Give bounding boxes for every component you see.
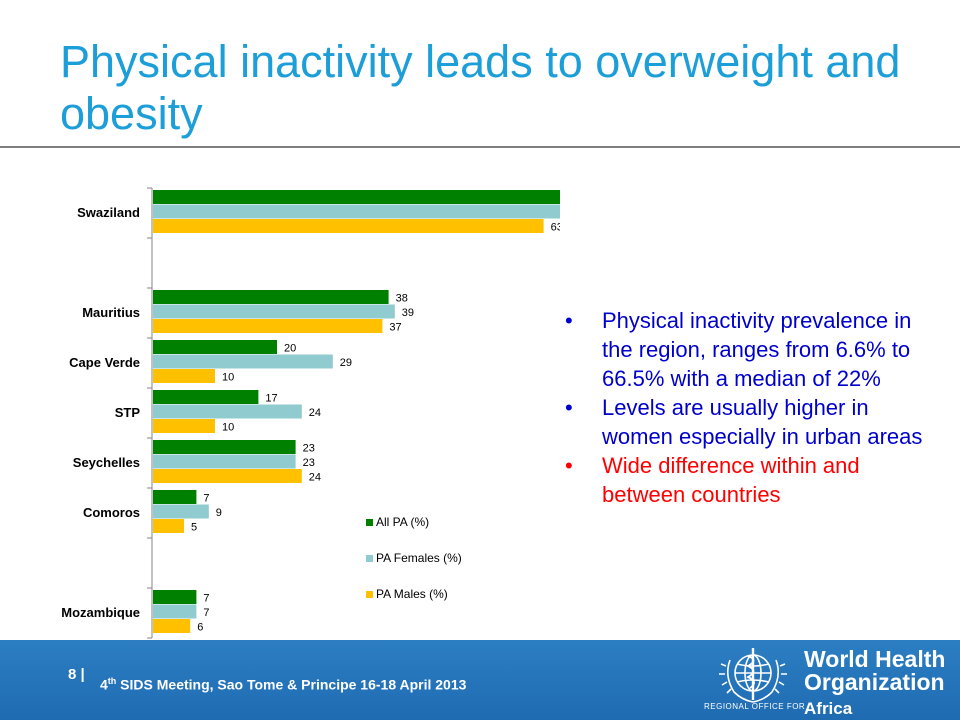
category-label: STP: [115, 405, 141, 420]
data-label: 7: [203, 493, 209, 505]
bullet-item: • Levels are usually higher in women esp…: [565, 393, 935, 451]
who-name-line2: Organization: [804, 669, 945, 695]
data-label: 24: [309, 407, 321, 419]
category-label: Comoros: [83, 505, 140, 520]
who-region-name: Africa: [804, 699, 853, 718]
bar-chart: Swaziland677063Mauritius383937Cape Verde…: [61, 187, 560, 639]
legend-label: All PA (%): [376, 515, 429, 529]
bar: [153, 390, 259, 404]
legend-swatch: [366, 555, 373, 562]
bullet-text: Physical inactivity prevalence in the re…: [602, 308, 912, 391]
data-label: 37: [389, 322, 401, 334]
legend-label: PA Females (%): [376, 551, 462, 565]
bullet-dot-icon: •: [565, 308, 573, 333]
data-label: 10: [222, 422, 234, 434]
bar: [153, 590, 197, 604]
category-label: Seychelles: [73, 455, 140, 470]
bullet-item: • Physical inactivity prevalence in the …: [565, 306, 935, 393]
data-label: 24: [309, 472, 321, 484]
page-number: 8 |: [68, 666, 85, 683]
who-logo: World Health Organization REGIONAL OFFIC…: [704, 640, 960, 720]
meeting-superscript: th: [107, 676, 117, 686]
data-label: 6: [197, 622, 203, 634]
data-label: 20: [284, 343, 296, 355]
bar: [153, 519, 184, 533]
who-emblem-icon: [719, 648, 787, 703]
who-region-label: REGIONAL OFFICE FOR: [704, 702, 806, 711]
bar: [153, 204, 560, 219]
bar: [153, 319, 383, 333]
bullet-dot-icon: •: [565, 395, 573, 420]
legend-swatch: [366, 519, 373, 526]
bar: [153, 404, 302, 419]
bar: [153, 454, 296, 469]
bar: [153, 219, 544, 233]
bar: [153, 440, 296, 454]
legend-label: PA Males (%): [376, 587, 448, 601]
data-label: 10: [222, 372, 234, 384]
data-label: 17: [265, 393, 277, 405]
title-divider: [0, 146, 960, 148]
bar: [153, 469, 302, 483]
bar: [153, 369, 215, 383]
data-label: 39: [402, 307, 414, 319]
category-label: Mozambique: [61, 605, 140, 620]
category-label: Cape Verde: [69, 355, 140, 370]
bar: [153, 190, 560, 204]
meeting-rest: SIDS Meeting, Sao Tome & Principe 16-18 …: [116, 676, 467, 693]
who-name: World Health Organization: [804, 648, 945, 694]
bar: [153, 504, 209, 519]
bar: [153, 304, 395, 319]
bar: [153, 490, 197, 504]
footer-bar: 8 | 4th SIDS Meeting, Sao Tome & Princip…: [0, 640, 960, 720]
meeting-caption: 4th SIDS Meeting, Sao Tome & Principe 16…: [100, 676, 466, 693]
legend-swatch: [366, 591, 373, 598]
data-label: 7: [203, 607, 209, 619]
bullet-text: Wide difference within and between count…: [602, 453, 860, 507]
data-label: 23: [303, 443, 315, 455]
data-label: 9: [216, 507, 222, 519]
data-label: 23: [303, 457, 315, 469]
bar: [153, 619, 191, 633]
bullet-list: • Physical inactivity prevalence in the …: [565, 306, 935, 509]
bar: [153, 290, 389, 304]
data-label: 7: [203, 593, 209, 605]
bar: [153, 419, 215, 433]
bar: [153, 340, 277, 354]
category-label: Swaziland: [77, 205, 140, 220]
data-label: 5: [191, 522, 197, 534]
data-label: 38: [396, 293, 408, 305]
meeting-prefix: 4: [100, 676, 108, 693]
category-label: Mauritius: [82, 305, 140, 320]
bullet-item: • Wide difference within and between cou…: [565, 451, 935, 509]
bar: [153, 604, 197, 619]
bullet-dot-icon: •: [565, 453, 573, 478]
who-name-line1: World Health: [804, 646, 946, 672]
bar: [153, 354, 333, 369]
data-label: 29: [340, 357, 352, 369]
slide-title: Physical inactivity leads to overweight …: [60, 36, 901, 139]
data-label: 63: [551, 222, 560, 234]
bullet-text: Levels are usually higher in women espec…: [602, 395, 923, 449]
